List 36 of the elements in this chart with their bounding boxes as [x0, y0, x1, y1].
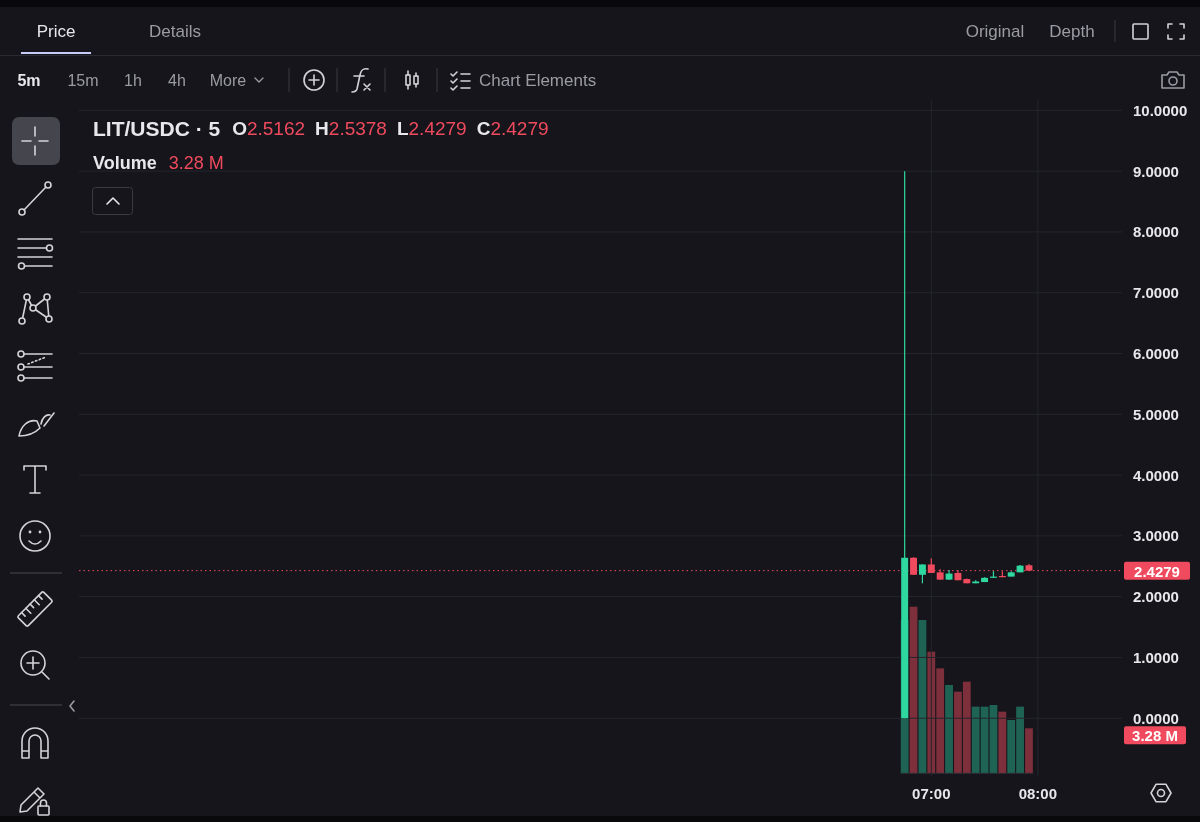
y-tick-label: 1.0000: [1133, 648, 1179, 666]
annotation: L2.4279: [396, 117, 467, 139]
text: 1h: [124, 71, 142, 89]
y-tick-label: 5.0000: [1133, 405, 1179, 423]
y-tick-label: 10.0000: [1133, 101, 1188, 119]
text: LIT/USDC · 5: [93, 116, 221, 140]
annotation: C2.4279: [476, 117, 549, 139]
text: Depth: [1049, 21, 1095, 41]
y-tick-label: 4.0000: [1133, 466, 1179, 484]
text: 4h: [168, 71, 186, 89]
y-tick-label: 9.0000: [1133, 162, 1179, 180]
y-tick-label: 3.0000: [1133, 527, 1179, 545]
text: 15m: [67, 71, 99, 89]
text: 3.28 M: [1132, 726, 1178, 744]
candlestick: [918, 563, 926, 584]
ref-line-label: 2.4279: [1134, 562, 1180, 580]
x-tick-label: 08:00: [1018, 784, 1058, 802]
annotation: O2.5162: [232, 117, 306, 139]
bar: [998, 711, 1007, 774]
y-tick-label: 0.0000: [1133, 709, 1179, 727]
text: Price: [36, 21, 76, 41]
annotation: 3.28 M: [168, 153, 224, 173]
annotation: H2.5378: [315, 117, 387, 139]
text: More: [209, 71, 247, 89]
x-tick-label: 07:00: [912, 784, 951, 802]
y-tick-label: 7.0000: [1133, 284, 1179, 302]
bar: [1025, 728, 1033, 774]
bar: [945, 685, 953, 774]
text: Details: [149, 21, 201, 41]
text: Original: [965, 21, 1025, 41]
annotation: Volume: [93, 153, 157, 173]
y-tick-label: 8.0000: [1133, 223, 1179, 241]
text: 5m: [17, 71, 41, 89]
y-tick-label: 6.0000: [1133, 345, 1179, 362]
text: Chart Elements: [479, 70, 597, 90]
y-tick-label: 2.0000: [1133, 588, 1179, 606]
